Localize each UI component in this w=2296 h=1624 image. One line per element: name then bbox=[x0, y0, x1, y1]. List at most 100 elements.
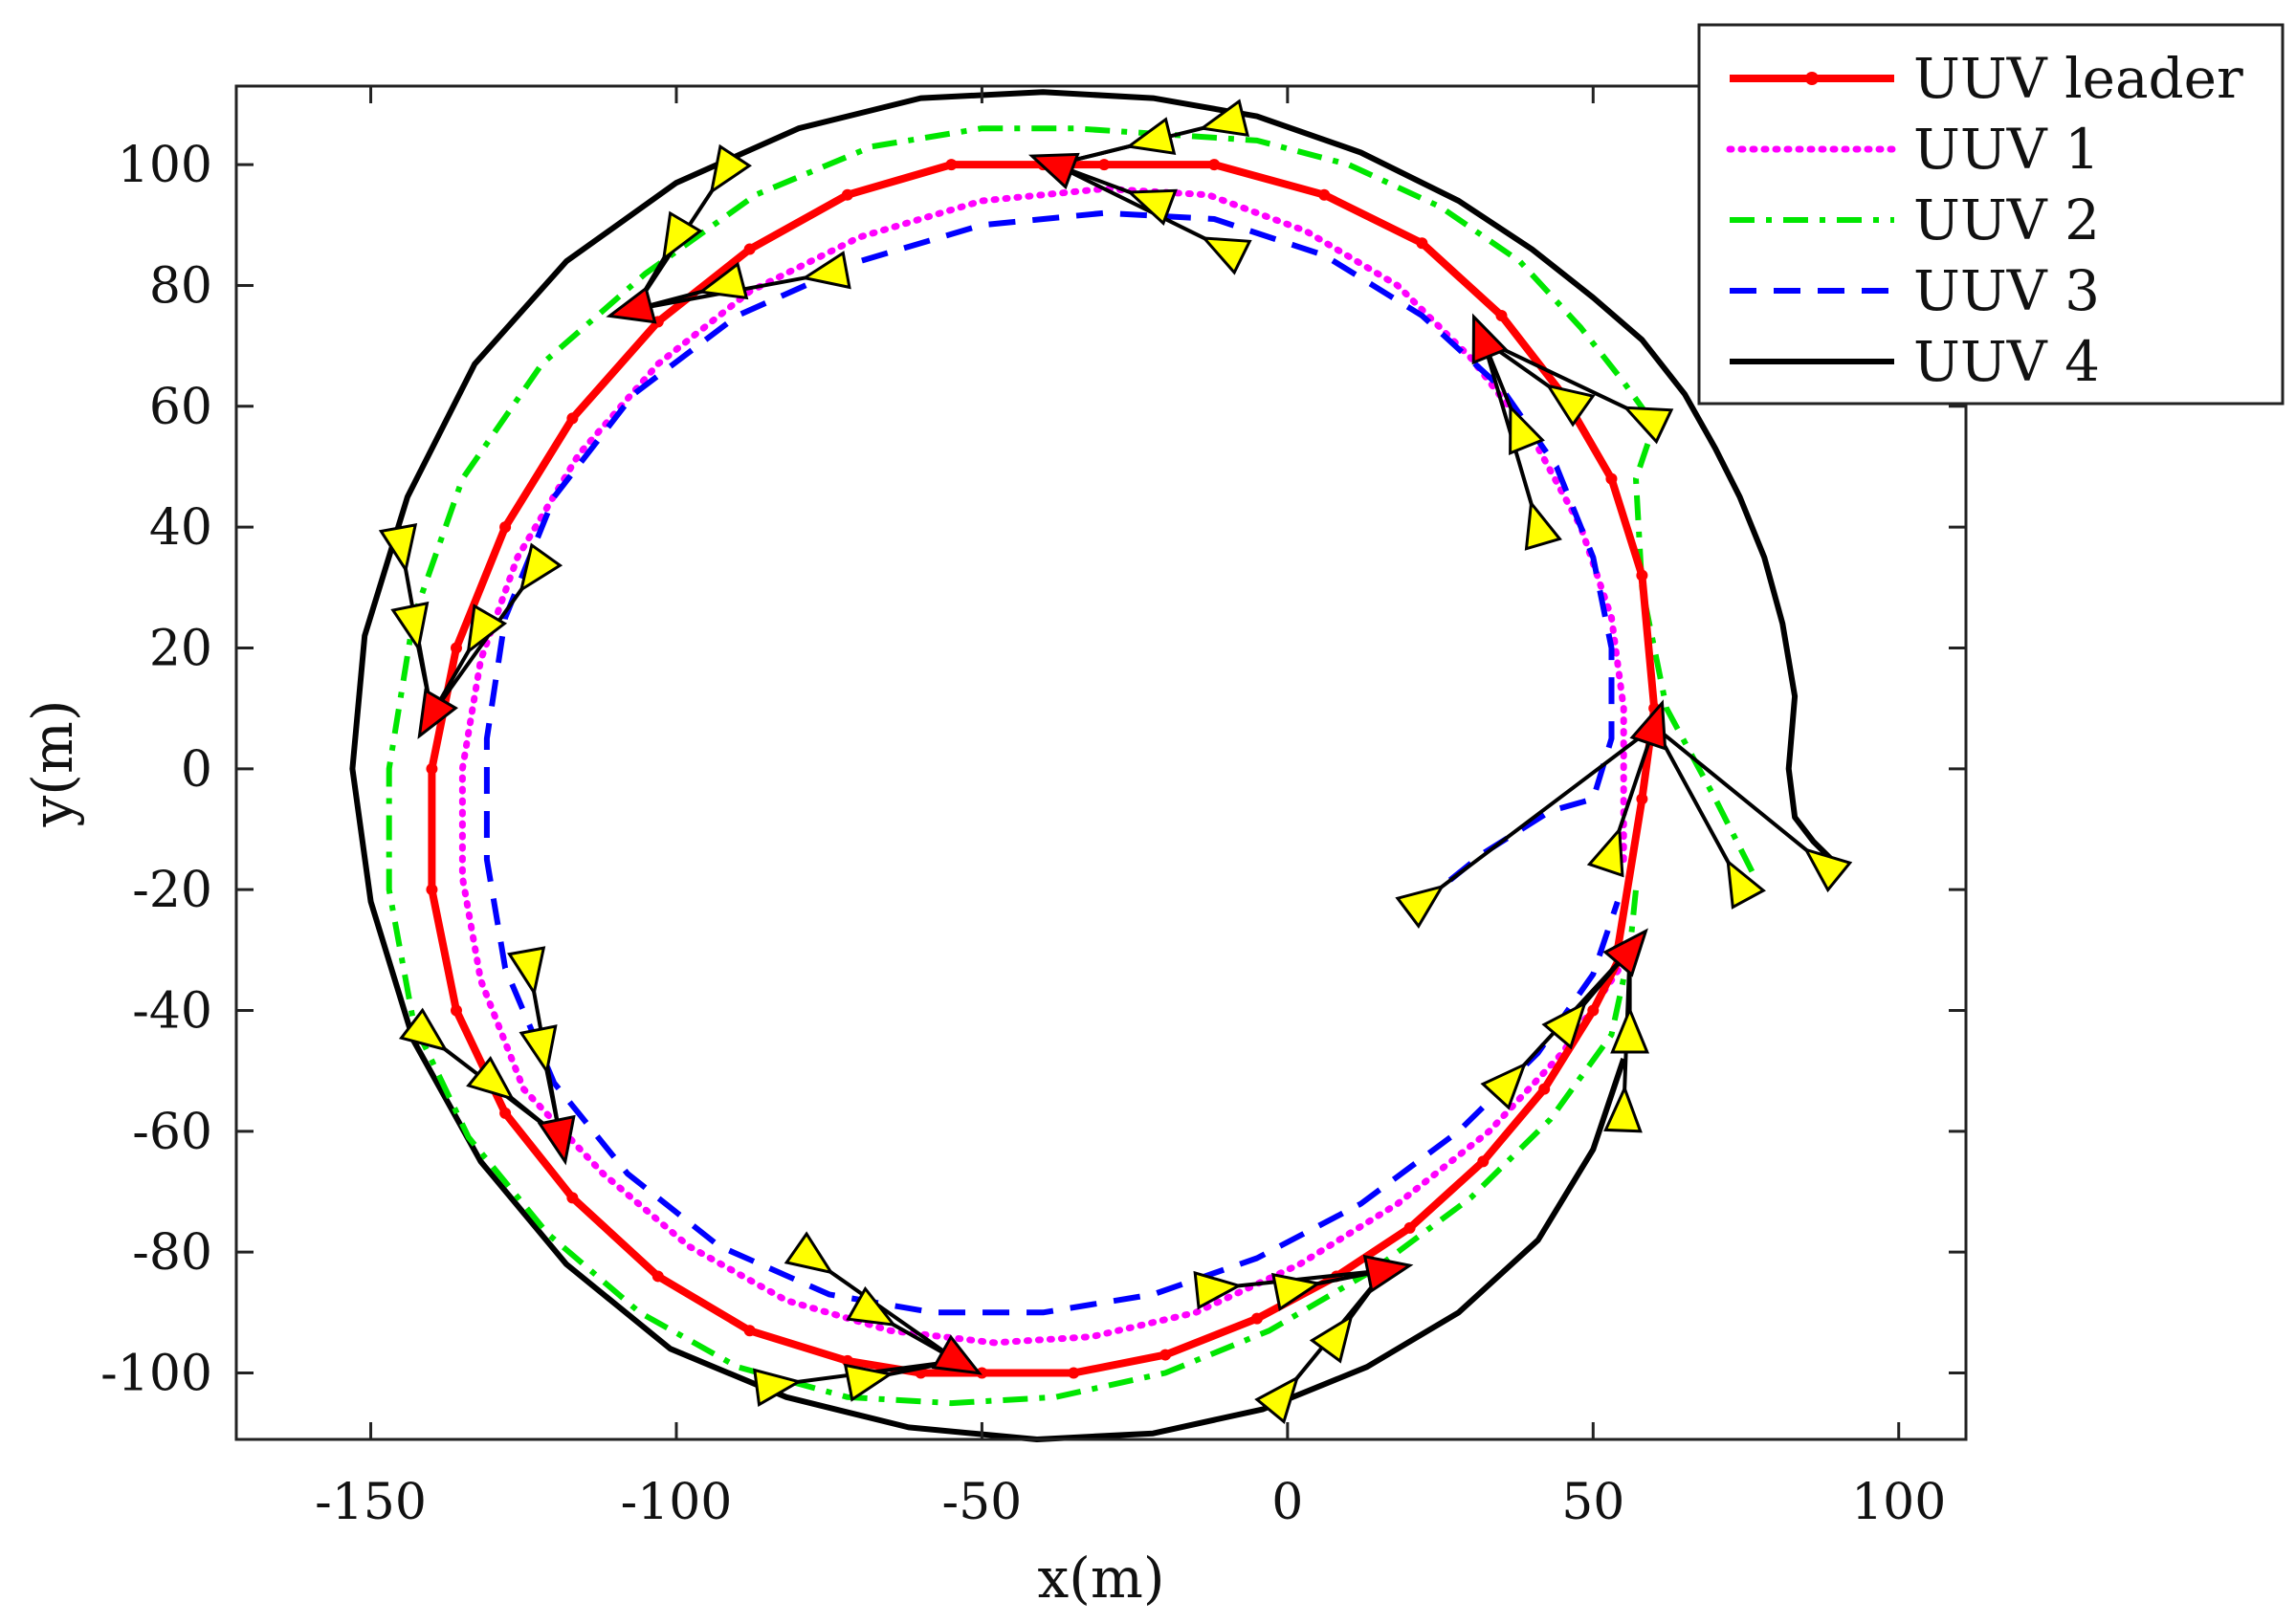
series-point-uuv-leader bbox=[945, 159, 958, 171]
series-point-uuv-leader bbox=[1098, 159, 1111, 171]
x-ticks: -150 -100 -50 0 50 100 bbox=[315, 86, 1946, 1531]
y-tick-label: -40 bbox=[132, 982, 212, 1040]
series-point-uuv-leader bbox=[743, 243, 756, 255]
follower-marker bbox=[753, 1368, 803, 1408]
series-point-uuv-leader bbox=[651, 1270, 664, 1283]
formation-link bbox=[1652, 725, 1827, 867]
y-axis-label: y(m) bbox=[20, 699, 85, 827]
follower-marker bbox=[1726, 858, 1766, 910]
x-tick-label: 100 bbox=[1851, 1474, 1946, 1531]
x-tick-label: -50 bbox=[942, 1474, 1023, 1531]
leader-marker bbox=[1629, 699, 1667, 751]
legend-label-uuv-4: UUV 4 bbox=[1913, 329, 2100, 394]
follower-marker bbox=[697, 261, 749, 300]
series-point-uuv-leader bbox=[1636, 569, 1648, 582]
formation-link bbox=[1482, 338, 1649, 421]
series-point-uuv-leader bbox=[1159, 1349, 1172, 1361]
series-point-uuv-leader bbox=[450, 1004, 462, 1017]
series-point-uuv-leader bbox=[1416, 237, 1428, 250]
formation-link bbox=[1421, 725, 1656, 904]
series-point-uuv-leader bbox=[1587, 1004, 1600, 1017]
series-point-uuv-leader bbox=[426, 884, 438, 896]
follower-marker bbox=[843, 1363, 894, 1402]
series-point-uuv-leader bbox=[1636, 793, 1648, 805]
y-tick-label: 0 bbox=[181, 741, 212, 799]
legend-box bbox=[1697, 23, 2285, 406]
formation-link bbox=[430, 568, 538, 716]
x-tick-label: 0 bbox=[1271, 1474, 1303, 1531]
follower-marker bbox=[1541, 1000, 1588, 1050]
series-point-uuv-leader bbox=[841, 188, 853, 201]
x-tick-label: -100 bbox=[621, 1474, 733, 1531]
follower-marker bbox=[846, 1285, 897, 1328]
follower-marker bbox=[661, 210, 703, 262]
y-tick-label: 100 bbox=[118, 137, 212, 194]
series-point-uuv-leader bbox=[1477, 1155, 1490, 1168]
follower-marker bbox=[709, 143, 752, 195]
follower-marker bbox=[466, 604, 508, 655]
follower-marker bbox=[1802, 847, 1853, 893]
y-tick-label: -60 bbox=[132, 1104, 212, 1161]
series-point-uuv-leader bbox=[450, 642, 462, 654]
follower-marker bbox=[390, 601, 430, 652]
leader-marker bbox=[1362, 1254, 1414, 1293]
follower-marker bbox=[1395, 884, 1446, 929]
follower-marker bbox=[466, 1056, 516, 1102]
series-line-uuv-2 bbox=[386, 125, 1755, 1407]
series-point-uuv-leader bbox=[976, 1367, 988, 1379]
follower-marker bbox=[507, 946, 546, 997]
series-point-uuv-leader bbox=[1605, 472, 1618, 485]
follower-marker bbox=[1603, 1084, 1643, 1133]
y-tick-label: 40 bbox=[149, 499, 212, 557]
series-point-uuv-leader bbox=[566, 1192, 579, 1204]
legend-label-uuv-leader: UUV leader bbox=[1913, 46, 2243, 111]
legend-label-uuv-1: UUV 1 bbox=[1913, 117, 2100, 182]
legend-label-uuv-3: UUV 3 bbox=[1913, 258, 2100, 323]
y-tick-label: 80 bbox=[149, 257, 212, 315]
series-line-uuv-4 bbox=[349, 89, 1840, 1442]
y-tick-label: -80 bbox=[132, 1224, 212, 1282]
follower-marker bbox=[1309, 1313, 1354, 1364]
y-tick-label: -100 bbox=[100, 1346, 212, 1403]
series-point-uuv-leader bbox=[1250, 1312, 1263, 1325]
series-point-uuv-leader bbox=[1403, 1221, 1416, 1234]
leader-marker bbox=[1471, 313, 1509, 365]
legend-dot-uuv-leader bbox=[1805, 72, 1819, 85]
follower-marker bbox=[398, 1007, 449, 1052]
series-point-uuv-leader bbox=[1068, 1367, 1080, 1379]
follower-marker bbox=[1254, 1374, 1300, 1424]
leader-marker bbox=[417, 688, 458, 739]
follower-marker bbox=[1622, 406, 1674, 445]
follower-marker bbox=[1524, 499, 1562, 551]
y-tick-label: 60 bbox=[149, 379, 212, 436]
formation-link bbox=[1652, 725, 1742, 885]
plot-frame bbox=[234, 84, 1968, 1441]
follower-marker bbox=[1198, 99, 1249, 138]
series-point-uuv-leader bbox=[1495, 310, 1508, 322]
series-point-uuv-leader bbox=[426, 762, 438, 775]
follower-marker bbox=[784, 1231, 835, 1275]
follower-marker bbox=[519, 1024, 558, 1075]
series-point-uuv-leader bbox=[499, 521, 512, 534]
follower-marker bbox=[1509, 404, 1545, 456]
formation-link bbox=[809, 1256, 960, 1363]
leader-marker bbox=[1602, 928, 1648, 977]
x-tick-label: -150 bbox=[315, 1474, 427, 1531]
leader-marker bbox=[931, 1334, 982, 1375]
series-point-uuv-leader bbox=[1208, 159, 1221, 171]
leader-marker bbox=[1028, 152, 1080, 190]
formation-link bbox=[1054, 163, 1227, 252]
series-point-uuv-leader bbox=[499, 1107, 512, 1119]
follower-marker bbox=[1545, 384, 1596, 428]
follower-marker bbox=[1125, 117, 1177, 156]
follower-marker bbox=[1193, 1270, 1243, 1310]
x-axis-label: x(m) bbox=[1038, 1546, 1165, 1611]
series-point-uuv-leader bbox=[566, 412, 579, 425]
marker-layer bbox=[378, 99, 1853, 1424]
follower-marker bbox=[1270, 1272, 1322, 1311]
follower-marker bbox=[519, 542, 563, 593]
y-tick-label: -20 bbox=[132, 862, 212, 919]
x-tick-label: 50 bbox=[1561, 1474, 1624, 1531]
legend-label-uuv-2: UUV 2 bbox=[1913, 187, 2100, 252]
